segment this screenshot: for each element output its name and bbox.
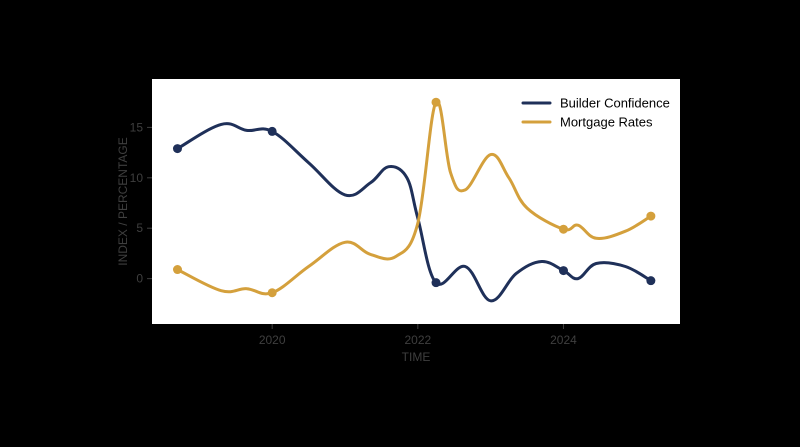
series-points xyxy=(172,97,656,298)
y-tick-label: 10 xyxy=(130,171,144,185)
x-axis-title: TIME xyxy=(402,350,431,364)
data-point-mortgage-rates xyxy=(646,211,656,221)
data-point-mortgage-rates xyxy=(558,224,568,234)
data-point-mortgage-rates xyxy=(172,265,182,275)
data-point-builder-confidence xyxy=(558,266,568,276)
data-point-mortgage-rates xyxy=(267,288,277,298)
series-line-mortgage-rates xyxy=(176,100,653,296)
x-tick-label: 2022 xyxy=(404,333,431,347)
legend-label-mortgage-rates: Mortgage Rates xyxy=(560,115,653,130)
legend: Builder Confidence Mortgage Rates xyxy=(521,96,670,130)
y-tick-label: 5 xyxy=(136,221,143,235)
plot-area xyxy=(152,79,680,324)
x-tick-label: 2020 xyxy=(259,333,286,347)
legend-label-builder-confidence: Builder Confidence xyxy=(560,96,670,111)
y-tick-label: 0 xyxy=(136,272,143,286)
data-point-builder-confidence xyxy=(267,126,277,136)
data-point-mortgage-rates xyxy=(431,97,441,107)
y-axis-title: INDEX / PERCENTAGE xyxy=(116,137,130,265)
data-point-builder-confidence xyxy=(646,276,656,286)
axes: 2020 2022 2024 0 5 10 15 xyxy=(130,120,578,347)
y-tick-label: 15 xyxy=(130,120,144,134)
x-tick-label: 2024 xyxy=(550,333,577,347)
data-point-builder-confidence xyxy=(431,278,441,288)
data-point-builder-confidence xyxy=(172,144,182,154)
